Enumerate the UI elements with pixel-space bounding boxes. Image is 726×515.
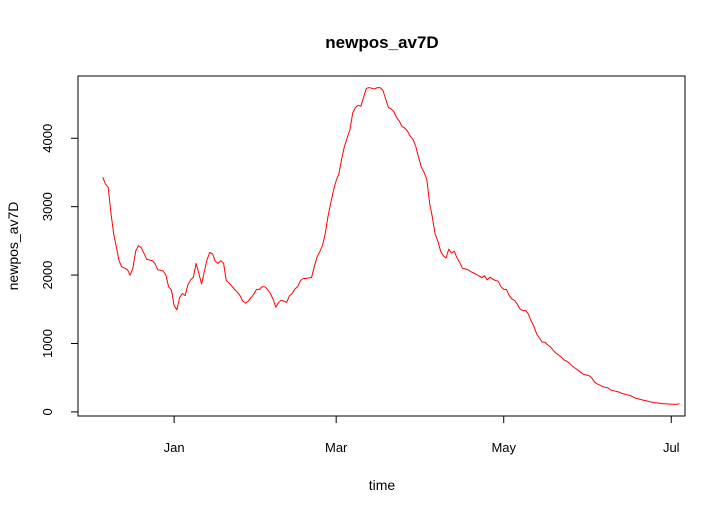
y-tick-label: 3000	[40, 192, 55, 221]
x-axis-label: time	[369, 477, 396, 493]
x-tick-label: Jan	[164, 440, 185, 455]
y-tick-label: 4000	[40, 124, 55, 153]
y-tick-label: 1000	[40, 329, 55, 358]
x-axis: Jan Mar May Jul	[164, 415, 680, 455]
y-axis: 0 1000 2000 3000 4000	[40, 124, 79, 416]
chart-title: newpos_av7D	[325, 33, 438, 52]
y-axis-label: newpos_av7D	[5, 202, 21, 291]
x-tick-label: May	[491, 440, 516, 455]
y-tick-label: 0	[40, 408, 55, 415]
y-tick-label: 2000	[40, 261, 55, 290]
plot-area	[77, 75, 686, 417]
newpos-series-line	[102, 87, 680, 405]
x-tick-label: Jul	[663, 440, 680, 455]
x-tick-label: Mar	[325, 440, 348, 455]
